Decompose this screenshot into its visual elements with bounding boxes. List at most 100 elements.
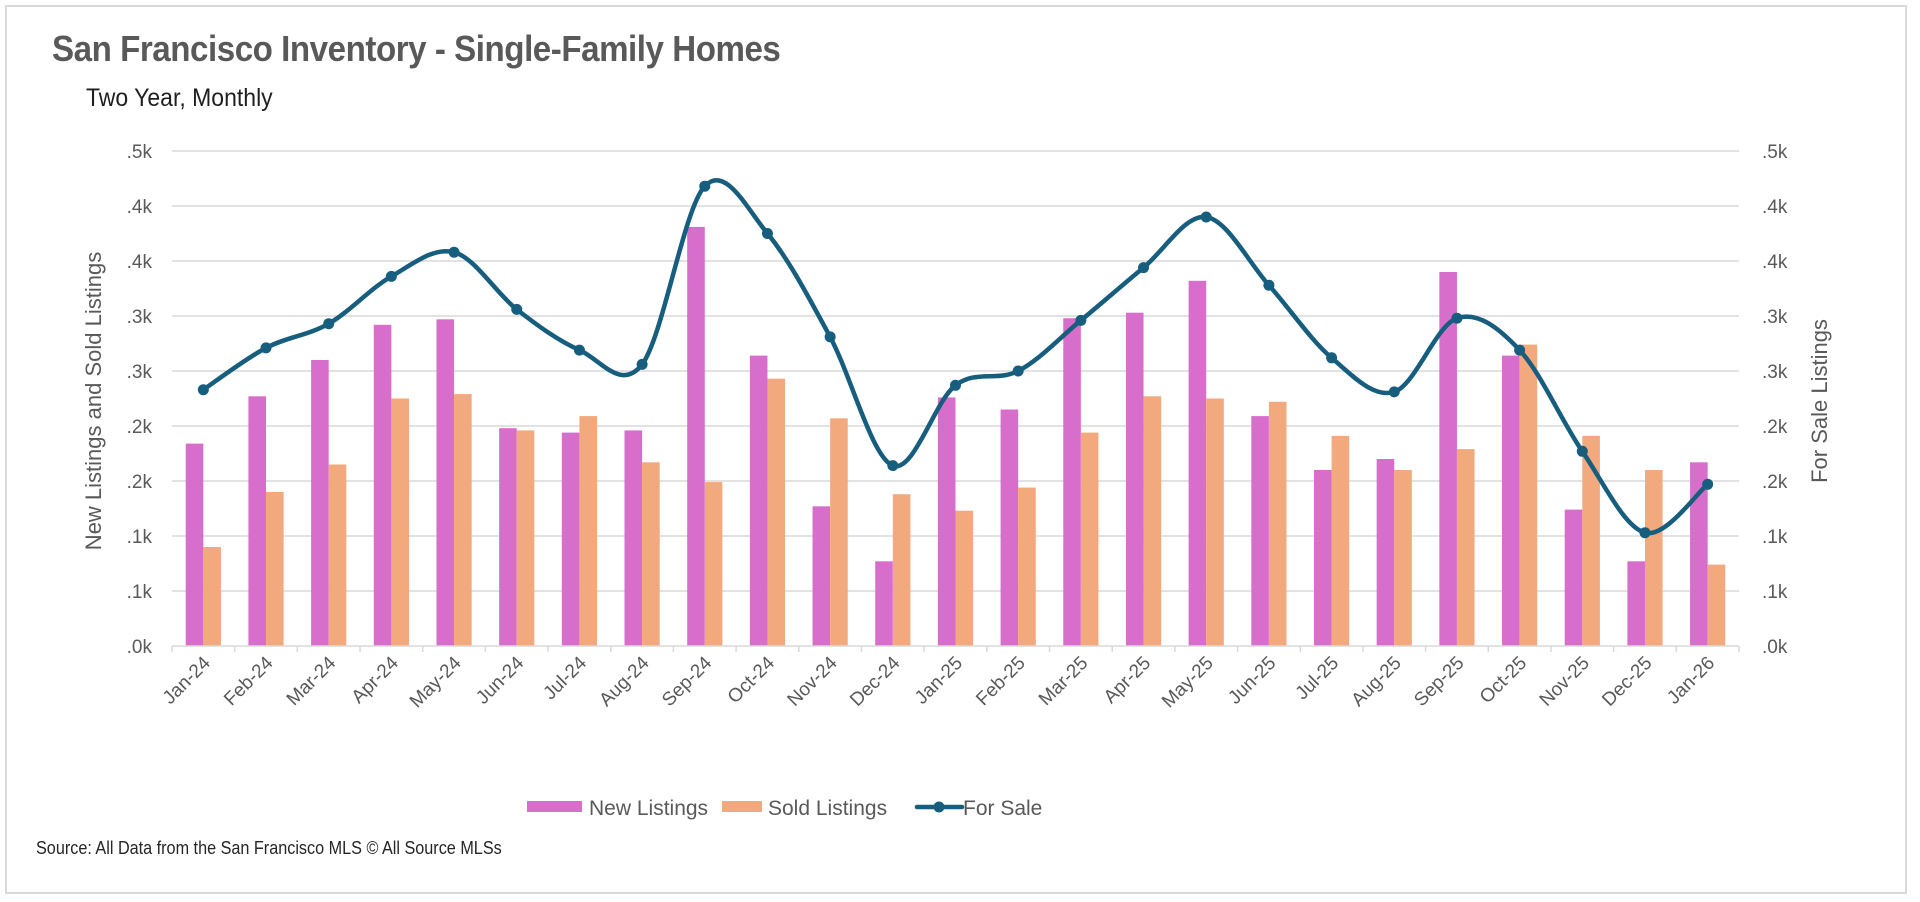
- bar-sold-listings: [704, 482, 723, 646]
- bars: [185, 226, 1726, 646]
- bar-new-listings: [1690, 462, 1708, 646]
- x-tick-label: Oct-25: [1476, 653, 1531, 708]
- source-note: Source: All Data from the San Francisco …: [36, 838, 502, 858]
- for-sale-marker: [573, 344, 585, 356]
- legend: New Listings Sold Listings For Sale: [527, 797, 1042, 820]
- bar-new-listings: [812, 506, 831, 646]
- for-sale-marker: [699, 180, 711, 192]
- bar-new-listings: [624, 430, 643, 646]
- bar-new-listings: [311, 360, 329, 646]
- x-tick-label: Jun-25: [1224, 653, 1280, 709]
- bar-sold-listings: [830, 418, 848, 646]
- bar-sold-listings: [1206, 398, 1224, 646]
- for-sale-marker: [260, 342, 272, 354]
- bar-sold-listings: [391, 398, 409, 646]
- for-sale-marker: [1263, 279, 1275, 291]
- x-tick-label: May-25: [1158, 653, 1218, 713]
- legend-swatch-sold-listings: [722, 801, 762, 812]
- bar-sold-listings: [579, 416, 598, 646]
- x-tick-label: May-24: [406, 652, 466, 712]
- legend-swatch-for-sale-marker: [933, 801, 945, 813]
- bar-sold-listings: [892, 494, 911, 646]
- bar-sold-listings: [1519, 344, 1538, 646]
- y2-tick-label: .1k: [1762, 582, 1788, 603]
- for-sale-marker: [1514, 344, 1526, 356]
- bar-sold-listings: [1268, 401, 1287, 646]
- y2-tick-label: .2k: [1762, 472, 1788, 493]
- x-tick-label: Aug-24: [595, 652, 653, 710]
- legend-label-for-sale: For Sale: [963, 797, 1042, 820]
- bar-sold-listings: [1143, 396, 1162, 646]
- bar-new-listings: [1000, 409, 1019, 646]
- bar-new-listings: [1125, 312, 1144, 646]
- y-tick-label: .2k: [127, 417, 153, 438]
- y-tick-label: .1k: [127, 527, 153, 548]
- y2-tick-label: .1k: [1762, 527, 1788, 548]
- bar-new-listings: [373, 324, 392, 646]
- y-tick-label: .3k: [127, 362, 153, 383]
- bar-new-listings: [561, 432, 580, 646]
- y-tick-label: .3k: [127, 307, 153, 328]
- bar-sold-listings: [266, 492, 284, 646]
- y-tick-label: .2k: [127, 472, 153, 493]
- bar-sold-listings: [642, 462, 660, 646]
- y-tick-label: .4k: [127, 197, 153, 218]
- bar-sold-listings: [203, 547, 221, 646]
- bar-sold-listings: [328, 464, 347, 646]
- bar-sold-listings: [1707, 564, 1726, 646]
- bar-new-listings: [1502, 355, 1520, 646]
- bar-new-listings: [248, 396, 267, 646]
- x-axis: Jan-24 Feb-24 Mar-24 Apr-24 May-24 Jun-24 Jul-…: [159, 645, 1740, 713]
- for-sale-marker: [1138, 262, 1150, 274]
- bar-sold-listings: [767, 378, 786, 646]
- for-sale-marker: [636, 358, 648, 370]
- for-sale-marker: [887, 460, 899, 472]
- x-tick-label: Dec-25: [1598, 653, 1656, 711]
- x-tick-label: Nov-24: [784, 652, 842, 710]
- y2-tick-label: .4k: [1762, 197, 1788, 218]
- y2-tick-label: .3k: [1762, 307, 1788, 328]
- y2-axis-title: For Sale Listings: [1807, 319, 1832, 483]
- y-tick-label: .4k: [127, 252, 153, 273]
- x-tick-label: Apr-25: [1100, 653, 1155, 708]
- x-tick-label: Sep-24: [658, 652, 716, 710]
- x-tick-label: Feb-24: [220, 652, 278, 710]
- for-sale-marker: [950, 379, 961, 391]
- y-axis-title: New Listings and Sold Listings: [81, 252, 106, 550]
- bar-new-listings: [1313, 470, 1332, 646]
- bar-sold-listings: [516, 430, 535, 646]
- for-sale-marker: [1639, 527, 1651, 539]
- bar-sold-listings: [1456, 449, 1475, 646]
- bar-new-listings: [749, 355, 768, 646]
- x-tick-label: Jan-24: [159, 652, 215, 708]
- y2-tick-label: .0k: [1762, 637, 1788, 658]
- x-tick-label: Feb-25: [972, 653, 1029, 710]
- for-sale-marker: [761, 228, 773, 239]
- legend-label-new-listings: New Listings: [589, 797, 708, 820]
- y-axis-left: .0k .1k .1k .2k .2k .3k .3k .4k .4k .5k: [127, 142, 153, 658]
- for-sale-marker: [1326, 352, 1338, 364]
- bar-new-listings: [937, 397, 956, 646]
- for-sale-marker: [448, 246, 460, 258]
- for-sale-marker: [385, 270, 397, 282]
- bar-new-listings: [436, 319, 455, 646]
- x-tick-label: Aug-25: [1348, 653, 1406, 711]
- bar-new-listings: [499, 428, 517, 646]
- x-tick-label: Dec-24: [846, 652, 904, 710]
- bar-new-listings: [1188, 280, 1207, 646]
- x-tick-label: Jan-26: [1663, 653, 1719, 709]
- y2-tick-label: .3k: [1762, 362, 1788, 383]
- bar-new-listings: [1627, 561, 1645, 646]
- for-sale-marker: [1200, 211, 1212, 223]
- chart-subtitle: Two Year, Monthly: [86, 84, 273, 112]
- bar-sold-listings: [1018, 487, 1036, 646]
- for-sale-marker: [323, 318, 335, 330]
- bar-new-listings: [1251, 416, 1269, 646]
- y-tick-label: .0k: [127, 637, 153, 658]
- for-sale-marker: [1451, 312, 1463, 324]
- y-tick-label: .5k: [127, 142, 153, 163]
- bar-new-listings: [875, 561, 893, 646]
- for-sale-marker: [1388, 386, 1400, 398]
- y-tick-label: .1k: [127, 582, 153, 603]
